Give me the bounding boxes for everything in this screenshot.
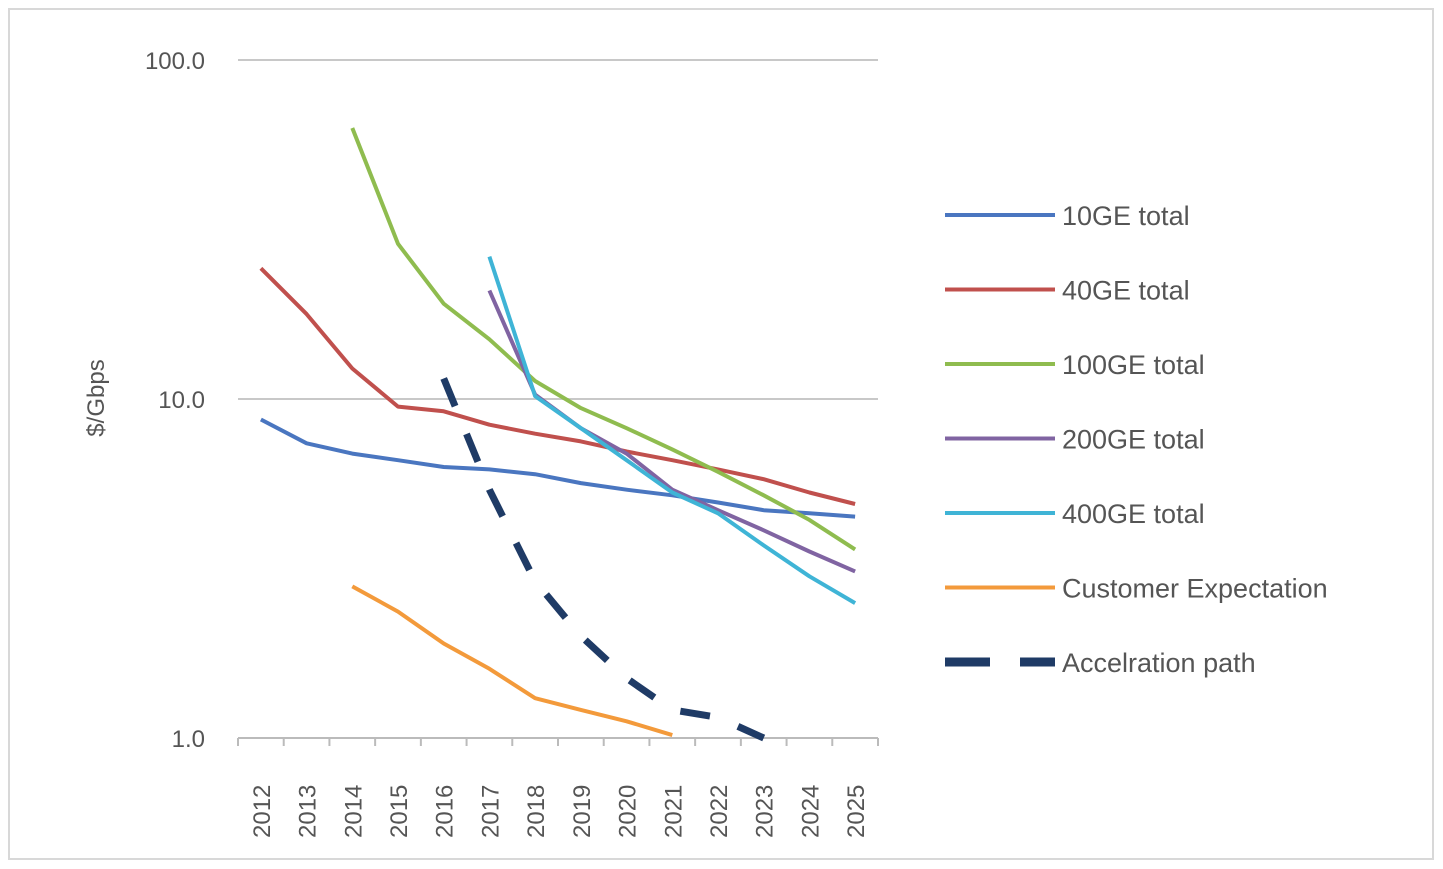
legend-label: 10GE total [1062, 201, 1190, 231]
legend-label: 200GE total [1062, 425, 1205, 455]
x-tick-label: 2012 [249, 785, 276, 838]
x-tick-label: 2023 [752, 785, 779, 838]
x-tick-label: 2014 [340, 785, 367, 838]
series-line-1 [259, 266, 856, 506]
chart-frame [8, 8, 1434, 860]
series-line-6 [440, 377, 766, 742]
series-line-5 [351, 584, 673, 738]
x-tick-label: 2016 [432, 785, 459, 838]
legend-label: 100GE total [1062, 350, 1205, 380]
series-line-3 [487, 289, 856, 574]
y-tick-label: 1.0 [172, 726, 205, 753]
x-tick-label: 2022 [706, 785, 733, 838]
x-tick-label: 2017 [477, 785, 504, 838]
series-line-0 [259, 417, 856, 519]
series-line-2 [350, 127, 857, 552]
x-tick-label: 2013 [295, 785, 322, 838]
y-axis-label: $/Gbps [83, 359, 110, 436]
x-tick-label: 2021 [660, 785, 687, 838]
series-line-4 [487, 255, 857, 605]
x-tick-label: 2024 [797, 785, 824, 838]
y-tick-label: 100.0 [145, 48, 205, 75]
x-tick-label: 2018 [523, 785, 550, 838]
legend-label: Accelration path [1062, 648, 1256, 678]
x-tick-label: 2020 [615, 785, 642, 838]
y-tick-label: 10.0 [158, 387, 205, 414]
x-tick-label: 2019 [569, 785, 596, 838]
legend-label: 400GE total [1062, 499, 1205, 529]
x-tick-label: 2025 [843, 785, 870, 838]
legend-label: Customer Expectation [1062, 574, 1328, 604]
x-tick-label: 2015 [386, 785, 413, 838]
legend-label: 40GE total [1062, 276, 1190, 306]
